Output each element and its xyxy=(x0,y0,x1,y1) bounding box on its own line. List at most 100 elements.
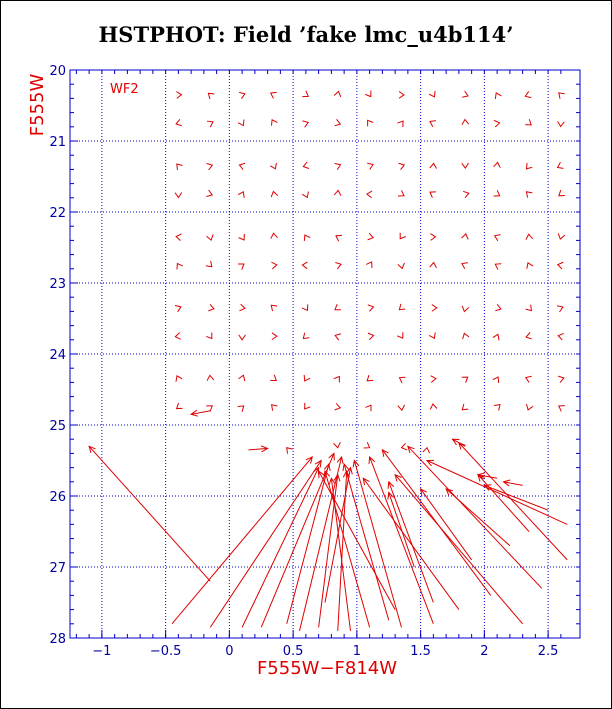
small-vector xyxy=(526,404,534,411)
small-vector xyxy=(558,405,565,412)
vector-head xyxy=(368,455,376,464)
small-vector xyxy=(365,404,372,412)
vector-shaft xyxy=(171,456,313,625)
small-vector xyxy=(333,442,341,449)
tick-layer: −1 −0.5 0 0.5 1 1.5 2 2.5 20 21 22 23 24 25 26 27 28 xyxy=(49,64,558,659)
vector-shaft xyxy=(388,481,434,603)
vector-shaft xyxy=(388,492,415,568)
small-vector xyxy=(397,332,404,339)
small-vector xyxy=(462,90,469,98)
vector-head xyxy=(305,456,313,464)
long-vector xyxy=(342,462,390,621)
vector-head xyxy=(323,462,331,472)
small-vector xyxy=(367,119,374,127)
x-tick-label: 2.5 xyxy=(538,644,559,659)
vector-shaft xyxy=(407,445,543,589)
vector-shaft xyxy=(209,460,322,628)
small-vector xyxy=(270,190,279,198)
vector-head xyxy=(333,473,341,482)
small-vector xyxy=(494,263,502,270)
long-vector xyxy=(368,455,434,624)
small-vector xyxy=(334,119,342,127)
small-vector xyxy=(334,403,342,411)
small-vector xyxy=(558,375,565,383)
vector-head xyxy=(419,487,428,496)
vector-head xyxy=(451,438,460,446)
vector-head xyxy=(502,479,511,487)
small-vector xyxy=(174,332,181,340)
y-tick-label: 28 xyxy=(49,632,66,647)
small-vector xyxy=(208,303,215,312)
y-tick-label: 22 xyxy=(49,206,66,221)
small-vector xyxy=(176,91,183,99)
long-vector xyxy=(362,477,460,610)
vector-layer xyxy=(88,90,568,632)
small-vector xyxy=(302,90,310,98)
x-tick-label: 0 xyxy=(225,644,233,659)
x-tick-label: −0.5 xyxy=(150,644,182,659)
small-vector xyxy=(493,404,501,411)
small-vector xyxy=(237,263,245,270)
small-vector xyxy=(174,305,182,313)
small-vector xyxy=(303,234,311,242)
vector-head xyxy=(483,484,492,491)
vector-shaft xyxy=(324,471,371,628)
x-tick-label: 2 xyxy=(480,644,488,659)
vector-shaft xyxy=(286,463,330,624)
small-vector xyxy=(271,332,278,341)
small-vector xyxy=(397,120,404,128)
vector-head xyxy=(342,470,350,478)
small-vector xyxy=(333,90,342,98)
vector-head xyxy=(425,459,435,467)
small-vector xyxy=(461,403,469,411)
vector-head xyxy=(189,409,199,417)
y-tick-label: 27 xyxy=(49,561,66,576)
small-vector xyxy=(302,120,310,128)
small-vector xyxy=(367,162,374,170)
vector-head xyxy=(88,445,96,454)
small-vector xyxy=(206,234,214,241)
long-vector xyxy=(260,452,335,628)
vector-shaft xyxy=(477,474,530,532)
small-vector xyxy=(428,90,436,98)
long-vector xyxy=(209,459,322,628)
vector-head xyxy=(345,466,353,475)
y-tick-label: 23 xyxy=(49,277,66,292)
vector-shaft xyxy=(420,488,473,561)
small-vector xyxy=(239,91,246,99)
small-vector xyxy=(302,332,310,340)
long-vector xyxy=(171,456,313,625)
small-vector xyxy=(524,375,532,383)
small-vector xyxy=(461,305,470,313)
vector-shaft xyxy=(394,474,524,625)
long-vector xyxy=(318,470,396,610)
small-vector xyxy=(461,162,469,169)
small-vector xyxy=(206,189,214,197)
small-vector xyxy=(462,332,470,340)
vector-head xyxy=(318,470,325,479)
small-vector xyxy=(301,304,309,312)
small-vector xyxy=(174,192,183,199)
long-vector xyxy=(328,477,351,631)
small-vector xyxy=(524,91,532,99)
small-vector xyxy=(175,375,183,382)
vector-shaft xyxy=(445,488,511,547)
small-vector xyxy=(429,191,437,198)
small-vector xyxy=(304,402,311,410)
vector-shaft xyxy=(241,467,320,628)
small-vector xyxy=(333,375,340,383)
long-vector xyxy=(477,473,530,532)
vector-head xyxy=(387,491,395,500)
long-vector xyxy=(88,445,211,582)
vector-head xyxy=(394,473,402,482)
small-vector xyxy=(428,332,436,340)
vector-shaft xyxy=(248,447,268,451)
small-vector xyxy=(270,232,278,239)
small-vector xyxy=(270,374,277,381)
vector-head xyxy=(477,473,485,482)
long-vector xyxy=(318,473,341,628)
small-vector xyxy=(176,262,184,270)
small-vector xyxy=(269,91,277,99)
small-vector xyxy=(175,118,182,127)
small-vector xyxy=(271,261,278,270)
